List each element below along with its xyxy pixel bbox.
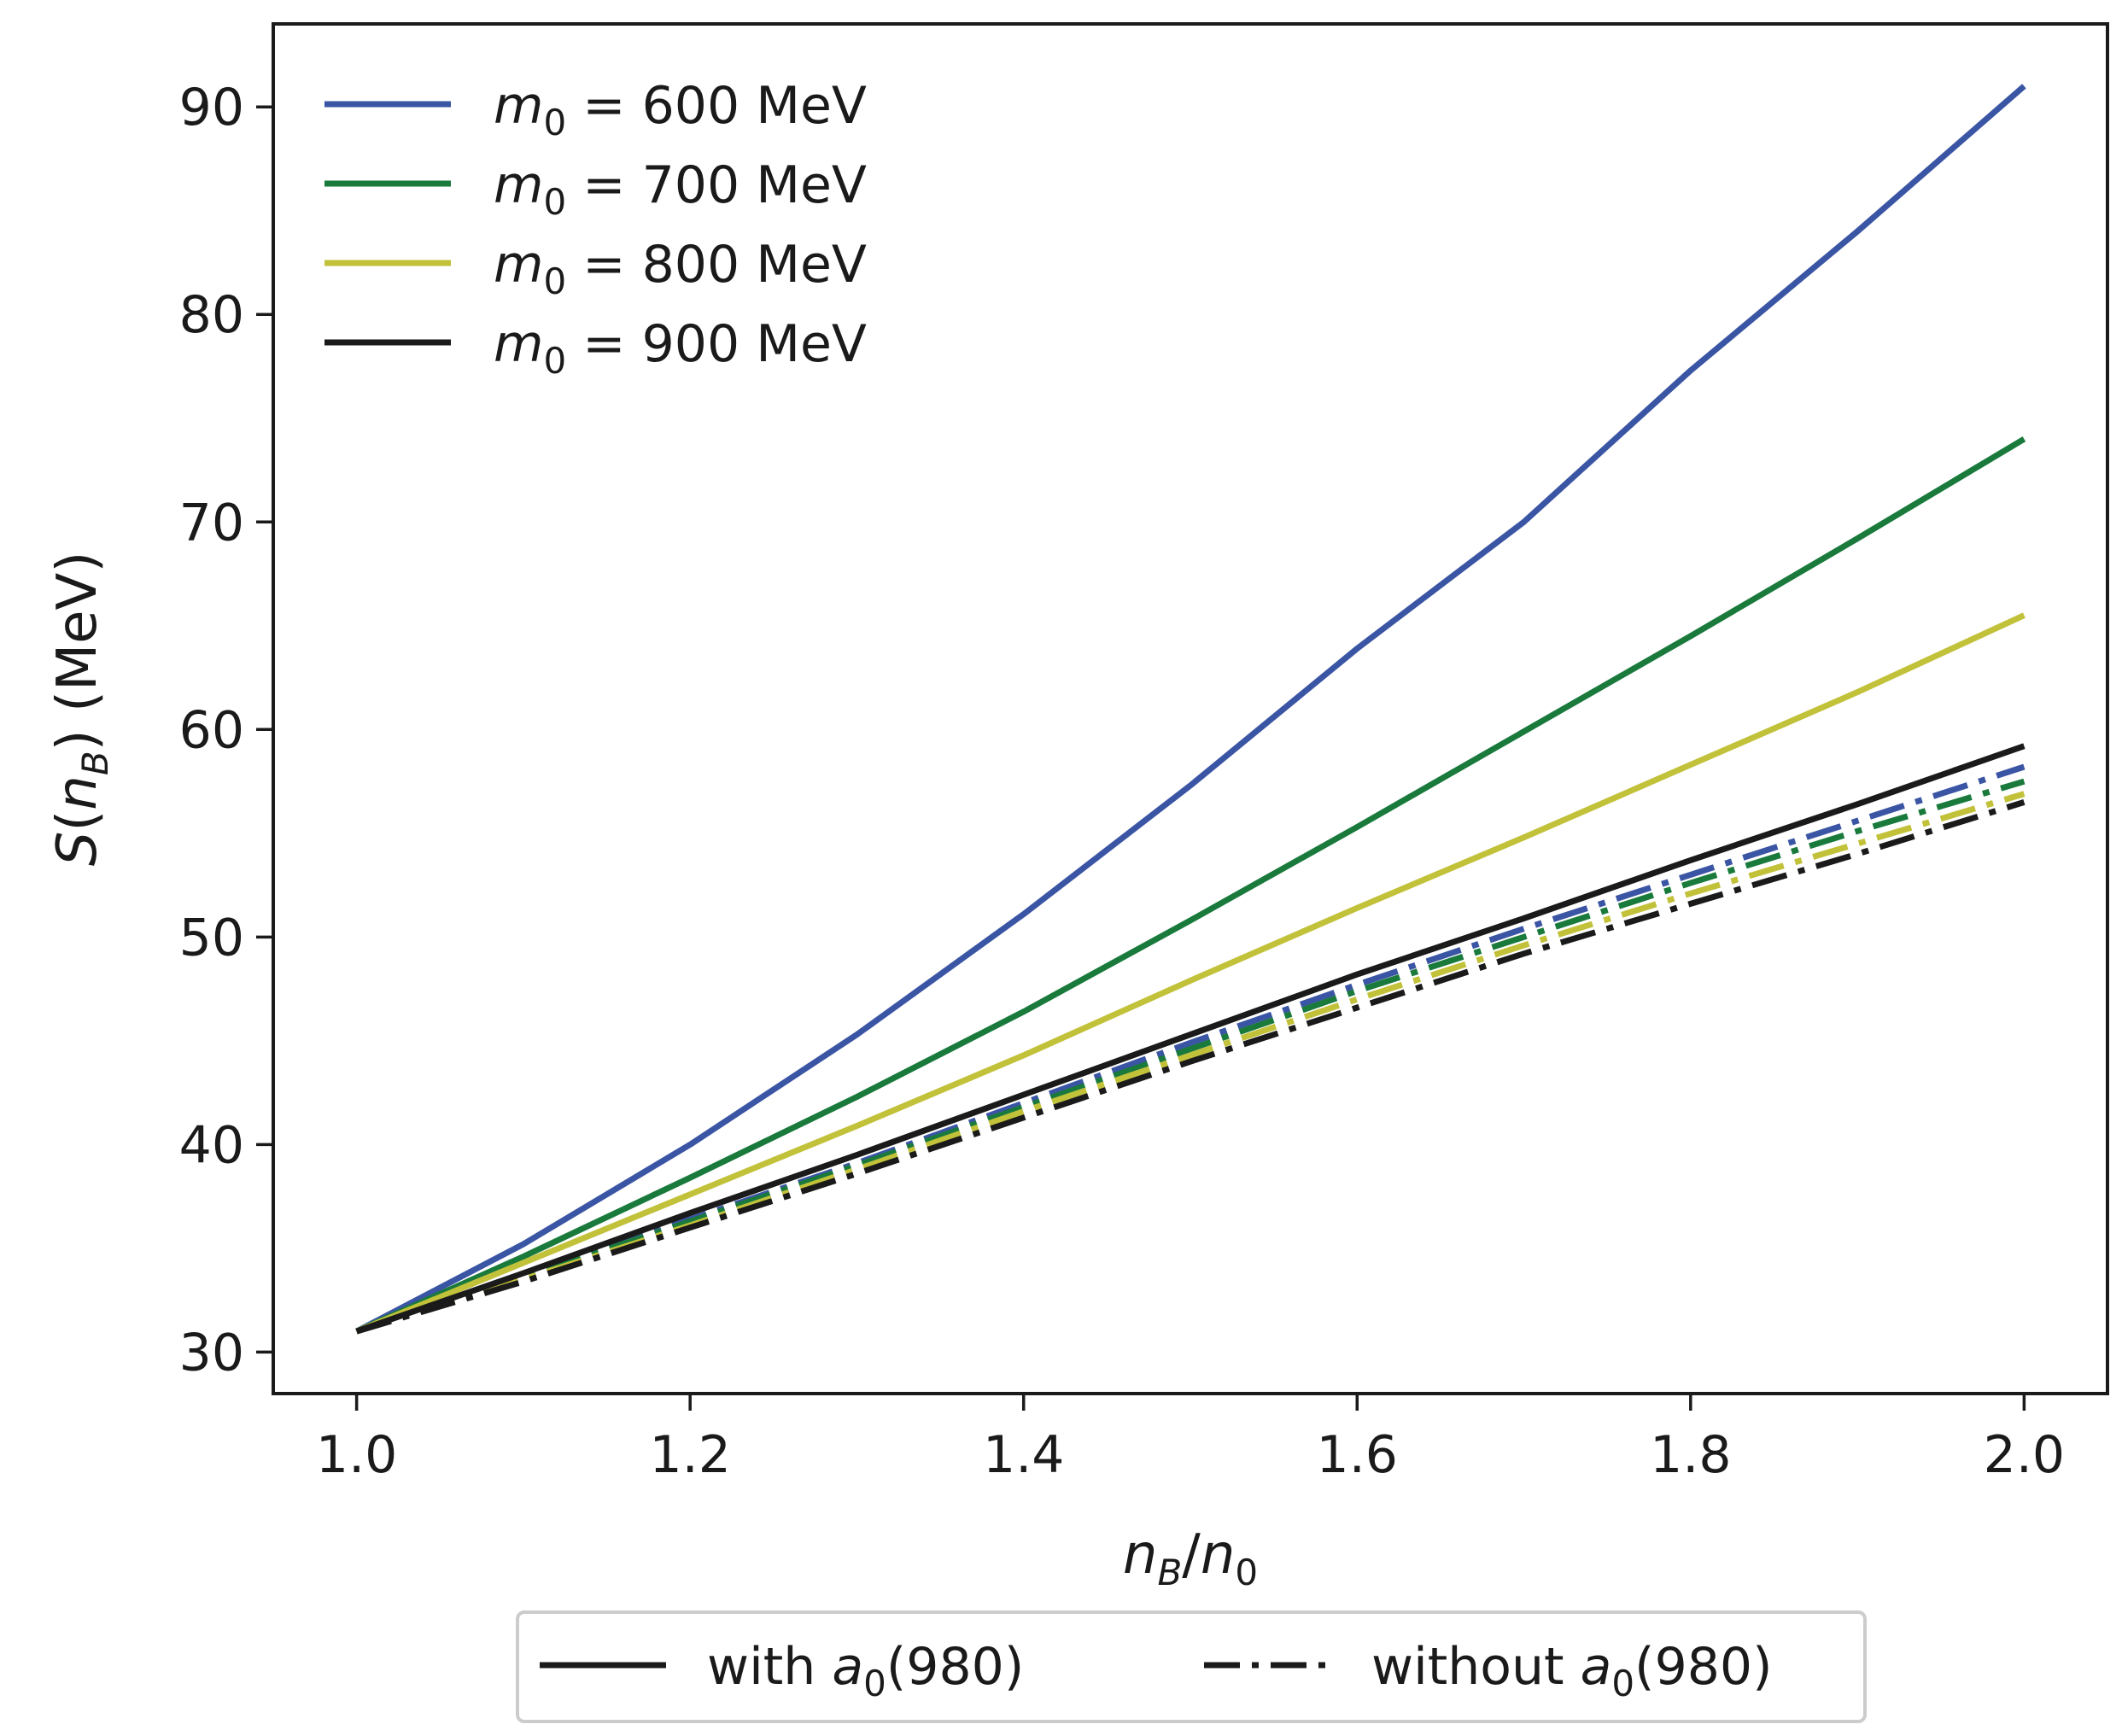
x-tick-label: 2.0 xyxy=(1984,1425,2065,1485)
legend-mass-label: m0 = 800 MeV xyxy=(494,235,867,302)
series-line-0700-with-a0 xyxy=(355,436,2026,1335)
x-tick-label: 1.2 xyxy=(649,1425,730,1485)
y-axis-label: S(nB) (MeV) xyxy=(46,552,116,867)
x-tick-label: 1.0 xyxy=(316,1425,397,1485)
plot-frame xyxy=(272,22,2109,1395)
x-tick-label: 1.8 xyxy=(1650,1425,1731,1485)
legend-style-label: with a0(980) xyxy=(707,1637,1024,1704)
series-line-0900-with-a0 xyxy=(355,743,2026,1335)
series-line-0800-with-a0 xyxy=(355,612,2026,1335)
y-tick-label: 90 xyxy=(179,78,244,137)
legend-mass-label: m0 = 700 MeV xyxy=(494,155,867,223)
y-tick-label: 50 xyxy=(179,908,244,967)
legend-style-box xyxy=(516,1610,1867,1723)
x-axis-ticks: 1.0 1.2 1.4 1.6 1.8 2.0 xyxy=(316,1394,2065,1485)
y-tick-label: 80 xyxy=(179,285,244,345)
x-tick-label: 1.4 xyxy=(983,1425,1064,1485)
legend-mass: m0 = 600 MeV m0 = 700 MeV m0 = 800 MeV m0 =… xyxy=(324,76,867,382)
y-axis-ticks: 30 40 50 60 70 80 90 xyxy=(179,78,273,1382)
y-tick-label: 30 xyxy=(179,1323,244,1382)
series-line-0700-without-a0 xyxy=(355,778,2026,1335)
series-line-0600-with-a0 xyxy=(354,84,2026,1335)
x-axis-label: nB/n0 xyxy=(1123,1523,1258,1593)
series-lines xyxy=(354,84,2026,1335)
legend-style-label: without a0(980) xyxy=(1371,1637,1773,1704)
y-tick-label: 60 xyxy=(179,700,244,760)
y-tick-label: 70 xyxy=(179,493,244,552)
x-tick-label: 1.6 xyxy=(1317,1425,1398,1485)
legend-line-style: with a0(980) without a0(980) xyxy=(516,1610,1867,1723)
legend-mass-label: m0 = 900 MeV xyxy=(494,314,867,382)
series-line-0900-without-a0 xyxy=(355,799,2026,1335)
y-tick-label: 40 xyxy=(179,1115,244,1175)
legend-mass-label: m0 = 600 MeV xyxy=(494,76,867,143)
